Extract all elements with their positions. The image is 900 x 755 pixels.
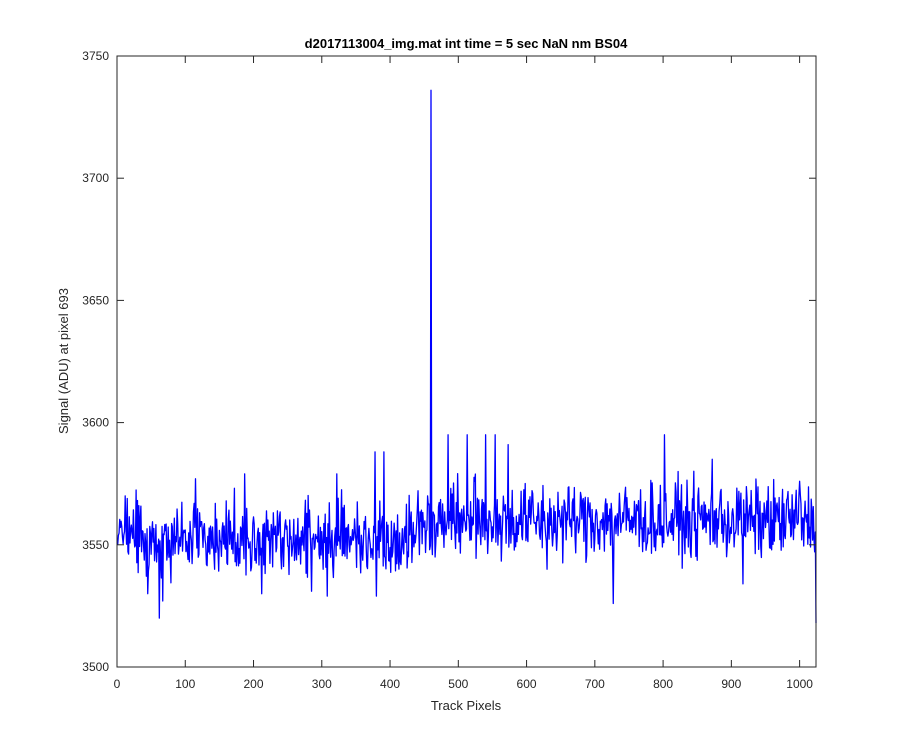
plot-area-frame [116, 55, 817, 668]
series-layer [117, 89, 817, 624]
x-tick-label: 200 [244, 677, 264, 691]
y-tick-label: 3650 [82, 293, 109, 307]
y-tick-label: 3750 [82, 49, 109, 63]
y-axis-ticks: 3500 3550 3600 3650 3700 3750 [82, 49, 816, 674]
x-axis-title: Track Pixels [431, 698, 502, 713]
x-tick-label: 100 [175, 677, 195, 691]
x-tick-label: 600 [517, 677, 537, 691]
x-tick-label: 300 [312, 677, 332, 691]
x-axis-ticks: 0 100 200 300 400 500 600 700 800 900 1000 [114, 56, 813, 691]
plot-area-background [117, 56, 816, 667]
y-tick-label: 3500 [82, 660, 109, 674]
x-tick-label: 1000 [786, 677, 813, 691]
x-tick-label: 0 [114, 677, 121, 691]
y-tick-label: 3600 [82, 416, 109, 430]
x-tick-label: 800 [653, 677, 673, 691]
x-tick-label: 500 [448, 677, 468, 691]
y-axis-title: Signal (ADU) at pixel 693 [56, 288, 71, 434]
y-tick-label: 3700 [82, 171, 109, 185]
x-tick-label: 900 [721, 677, 741, 691]
x-tick-label: 700 [585, 677, 605, 691]
signal-series-line [117, 89, 817, 624]
y-tick-label: 3550 [82, 538, 109, 552]
chart-title: d2017113004_img.mat int time = 5 sec NaN… [305, 36, 628, 51]
x-tick-label: 400 [380, 677, 400, 691]
